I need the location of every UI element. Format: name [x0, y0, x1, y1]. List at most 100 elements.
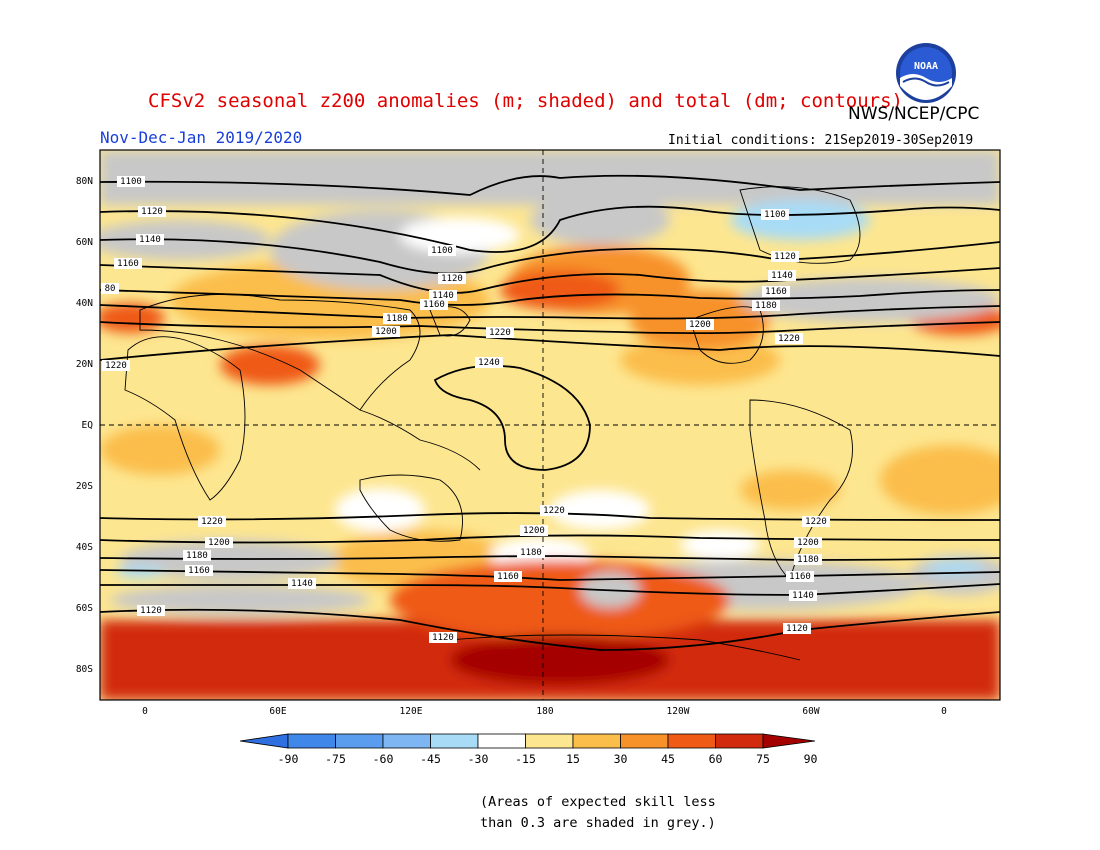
svg-text:1100: 1100: [764, 210, 786, 220]
svg-text:1180: 1180: [797, 555, 819, 565]
lat-label: 60N: [76, 237, 93, 248]
svg-text:1220: 1220: [105, 361, 127, 371]
contour-label: 1120: [429, 632, 457, 643]
lon-label: 120W: [667, 706, 690, 717]
svg-text:1200: 1200: [797, 538, 819, 548]
contour-label: 1200: [205, 537, 233, 548]
contour-label: 1140: [768, 270, 796, 281]
lon-label: 0: [142, 706, 148, 717]
lon-label: 180: [536, 706, 553, 717]
svg-text:1180: 1180: [186, 551, 208, 561]
svg-text:1180: 1180: [386, 314, 408, 324]
contour-label: 1100: [428, 245, 456, 256]
lon-label: 120E: [400, 706, 423, 717]
agency-label: NWS/NCEP/CPC: [848, 104, 980, 124]
contour-label: 1160: [762, 286, 790, 297]
lat-label: 60S: [76, 603, 93, 614]
svg-text:1140: 1140: [771, 271, 793, 281]
contour-label: 1220: [486, 327, 514, 338]
contour-label: 1200: [372, 326, 400, 337]
contour-label: 1180: [794, 554, 822, 565]
svg-text:1120: 1120: [140, 606, 162, 616]
skill-note-line2: than 0.3 are shaded in grey.): [480, 815, 716, 831]
contour-label: 1180: [517, 547, 545, 558]
contour-label: 1160: [114, 258, 142, 269]
lat-label: 80N: [76, 176, 93, 187]
contour-label: 1160: [494, 571, 522, 582]
svg-text:1100: 1100: [431, 246, 453, 256]
contour-label: 1220: [802, 516, 830, 527]
svg-text:1220: 1220: [489, 328, 511, 338]
contour-label: 1180: [183, 550, 211, 561]
contour-label: 1220: [198, 516, 226, 527]
contour-label: 1220: [102, 360, 130, 371]
lat-label: 40S: [76, 542, 93, 553]
svg-text:1200: 1200: [208, 538, 230, 548]
svg-text:1120: 1120: [774, 252, 796, 262]
contour-label: 1100: [761, 209, 789, 220]
svg-text:1100: 1100: [120, 177, 142, 187]
lon-label: 0: [941, 706, 947, 717]
svg-text:1140: 1140: [291, 579, 313, 589]
svg-text:1160: 1160: [423, 300, 445, 310]
contour-label: 1160: [786, 571, 814, 582]
initial-conditions-label: Initial conditions: 21Sep2019-30Sep2019: [668, 133, 974, 148]
svg-text:1240: 1240: [478, 358, 500, 368]
contour-label: 1220: [540, 505, 568, 516]
latitude-labels: 80N 60N 40N 20N EQ 20S 40S 60S 80S: [76, 176, 93, 675]
contour-label: 1160: [185, 565, 213, 576]
contour-label: 1200: [520, 525, 548, 536]
svg-text:1180: 1180: [520, 548, 542, 558]
contour-label: 1120: [138, 206, 166, 217]
svg-text:80: 80: [105, 284, 116, 294]
contour-label: 1100: [117, 176, 145, 187]
svg-text:1200: 1200: [375, 327, 397, 337]
noaa-logo-text: NOAA: [914, 61, 938, 72]
svg-text:1140: 1140: [432, 291, 454, 301]
skill-note: (Areas of expected skill less than 0.3 a…: [480, 792, 716, 834]
map-frame: [99, 149, 1001, 701]
svg-text:1200: 1200: [523, 526, 545, 536]
lon-label: 60E: [269, 706, 286, 717]
svg-text:1160: 1160: [789, 572, 811, 582]
contour-label: 1140: [288, 578, 316, 589]
contour-label: 80: [101, 283, 119, 294]
skill-note-line1: (Areas of expected skill less: [480, 794, 716, 810]
svg-text:1120: 1120: [441, 274, 463, 284]
contour-label: 1160: [420, 299, 448, 310]
longitude-labels: 0 60E 120E 180 120W 60W 0: [142, 706, 947, 717]
svg-text:1160: 1160: [188, 566, 210, 576]
lat-label: 20N: [76, 359, 93, 370]
svg-text:1160: 1160: [765, 287, 787, 297]
contour-label: 1220: [775, 333, 803, 344]
svg-text:1160: 1160: [117, 259, 139, 269]
lon-label: 60W: [802, 706, 819, 717]
contour-label: 1140: [136, 234, 164, 245]
contour-label: 1180: [752, 300, 780, 311]
contour-label: 1200: [794, 537, 822, 548]
lat-label: 40N: [76, 298, 93, 309]
lat-label: EQ: [82, 420, 94, 431]
contour-label: 1200: [686, 319, 714, 330]
svg-text:1140: 1140: [139, 235, 161, 245]
season-label: Nov-Dec-Jan 2019/2020: [100, 128, 303, 147]
contour-label: 1120: [783, 623, 811, 634]
svg-text:1220: 1220: [543, 506, 565, 516]
svg-text:1140: 1140: [792, 591, 814, 601]
contour-label: 1120: [771, 251, 799, 262]
svg-text:1220: 1220: [778, 334, 800, 344]
map-title: CFSv2 seasonal z200 anomalies (m; shaded…: [148, 90, 903, 112]
contour-label: 1240: [475, 357, 503, 368]
contour-label: 1140: [429, 290, 457, 301]
svg-text:1180: 1180: [755, 301, 777, 311]
contour-label: 1120: [438, 273, 466, 284]
noaa-logo: NOAA: [896, 43, 956, 103]
svg-text:1120: 1120: [141, 207, 163, 217]
lat-label: 20S: [76, 481, 93, 492]
svg-text:1120: 1120: [432, 633, 454, 643]
svg-text:1220: 1220: [805, 517, 827, 527]
svg-text:1160: 1160: [497, 572, 519, 582]
contour-labels: 1100 1120 1140 1160 1180 1200 1220 1240 …: [101, 176, 830, 643]
lat-label: 80S: [76, 664, 93, 675]
